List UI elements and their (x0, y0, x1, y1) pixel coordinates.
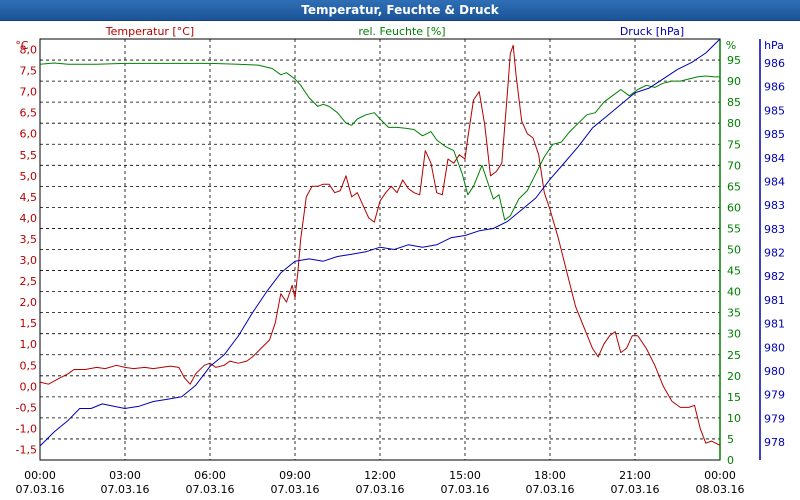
temp-tick-label: 5,0 (20, 170, 38, 183)
temp-axis-unit: °C (15, 39, 29, 52)
chart-area: 00:0007.03.1603:0007.03.1606:0007.03.160… (15, 25, 785, 496)
pressure-tick-label: 983 (764, 223, 785, 236)
x-tick-label-time: 00:00 (24, 469, 56, 482)
pressure-tick-label: 983 (764, 199, 785, 212)
title-bar: Temperatur, Feuchte & Druck (0, 0, 800, 21)
pressure-tick-label: 984 (764, 152, 785, 165)
temp-tick-label: 1,5 (20, 317, 38, 330)
humidity-tick-label: 90 (727, 75, 741, 88)
temp-tick-label: 7,5 (20, 65, 38, 78)
temp-axis-label: Temperatur [°C] (105, 25, 194, 38)
x-tick-label-time: 21:00 (619, 469, 651, 482)
temp-tick-label: 3,5 (20, 233, 38, 246)
x-tick-label-time: 12:00 (364, 469, 396, 482)
humidity-tick-label: 40 (727, 286, 741, 299)
humidity-tick-label: 45 (727, 265, 741, 278)
x-tick-label-date: 07.03.16 (441, 483, 490, 496)
humidity-tick-label: 30 (727, 328, 741, 341)
x-tick-label-time: 00:00 (704, 469, 736, 482)
temp-tick-label: 1,0 (20, 338, 38, 351)
x-tick-label-time: 03:00 (109, 469, 141, 482)
x-tick-label-date: 07.03.16 (101, 483, 150, 496)
x-tick-label-time: 06:00 (194, 469, 226, 482)
pressure-tick-label: 986 (764, 57, 785, 70)
humidity-tick-label: 95 (727, 54, 741, 67)
temp-tick-label: 0,0 (20, 380, 38, 393)
humidity-tick-label: 5 (727, 433, 734, 446)
x-tick-label-date: 07.03.16 (271, 483, 320, 496)
temp-tick-label: -1,5 (16, 443, 37, 456)
temp-tick-label: 5,5 (20, 149, 38, 162)
humidity-tick-label: 70 (727, 159, 741, 172)
x-tick-label-time: 18:00 (534, 469, 566, 482)
pressure-tick-label: 978 (764, 436, 785, 449)
humidity-series-line (39, 62, 720, 221)
humidity-tick-label: 15 (727, 391, 741, 404)
humidity-axis-unit: % (726, 39, 736, 52)
pressure-tick-label: 986 (764, 81, 785, 94)
temp-tick-label: 2,5 (20, 275, 38, 288)
humidity-tick-label: 55 (727, 222, 741, 235)
temp-tick-label: -1,0 (16, 422, 37, 435)
humidity-axis-label: rel. Feuchte [%] (358, 25, 445, 38)
pressure-tick-label: 984 (764, 175, 785, 188)
x-tick-label-date: 07.03.16 (611, 483, 660, 496)
pressure-axis-unit: hPa (764, 39, 784, 52)
humidity-tick-label: 20 (727, 370, 741, 383)
temperature-series-line (39, 44, 721, 446)
temp-tick-label: 6,5 (20, 107, 38, 120)
x-tick-label-time: 09:00 (279, 469, 311, 482)
x-tick-label-date: 07.03.16 (526, 483, 575, 496)
pressure-tick-label: 981 (764, 294, 785, 307)
pressure-tick-label: 980 (764, 341, 785, 354)
humidity-tick-label: 80 (727, 117, 741, 130)
humidity-tick-label: 75 (727, 138, 741, 151)
humidity-tick-label: 65 (727, 180, 741, 193)
temp-tick-label: 4,5 (20, 191, 38, 204)
temp-tick-label: -0,5 (16, 401, 37, 414)
temp-tick-label: 6,0 (20, 128, 38, 141)
temp-tick-label: 4,0 (20, 212, 38, 225)
pressure-axis-label: Druck [hPa] (620, 25, 684, 38)
humidity-tick-label: 50 (727, 244, 741, 257)
humidity-tick-label: 60 (727, 201, 741, 214)
x-tick-label-time: 15:00 (449, 469, 481, 482)
x-tick-label-date: 07.03.16 (186, 483, 235, 496)
pressure-tick-label: 982 (764, 270, 785, 283)
temp-tick-label: 2,0 (20, 296, 38, 309)
pressure-tick-label: 982 (764, 247, 785, 260)
temp-tick-label: 7,0 (20, 86, 38, 99)
humidity-tick-label: 35 (727, 307, 741, 320)
temp-tick-label: 8,0 (20, 44, 38, 57)
x-tick-label-date: 07.03.16 (16, 483, 65, 496)
humidity-tick-label: 25 (727, 349, 741, 362)
pressure-tick-label: 979 (764, 412, 785, 425)
temp-tick-label: 3,0 (20, 254, 38, 267)
temp-tick-label: 0,5 (20, 359, 38, 372)
window-title: Temperatur, Feuchte & Druck (301, 3, 499, 17)
x-tick-label-date: 08.03.16 (696, 483, 745, 496)
pressure-tick-label: 985 (764, 128, 785, 141)
x-tick-label-date: 07.03.16 (356, 483, 405, 496)
pressure-tick-label: 985 (764, 104, 785, 117)
pressure-series-line (39, 38, 721, 447)
humidity-tick-label: 85 (727, 96, 741, 109)
pressure-tick-label: 980 (764, 365, 785, 378)
humidity-tick-label: 10 (727, 412, 741, 425)
pressure-tick-label: 981 (764, 318, 785, 331)
humidity-tick-label: 0 (727, 454, 734, 467)
pressure-tick-label: 979 (764, 389, 785, 402)
